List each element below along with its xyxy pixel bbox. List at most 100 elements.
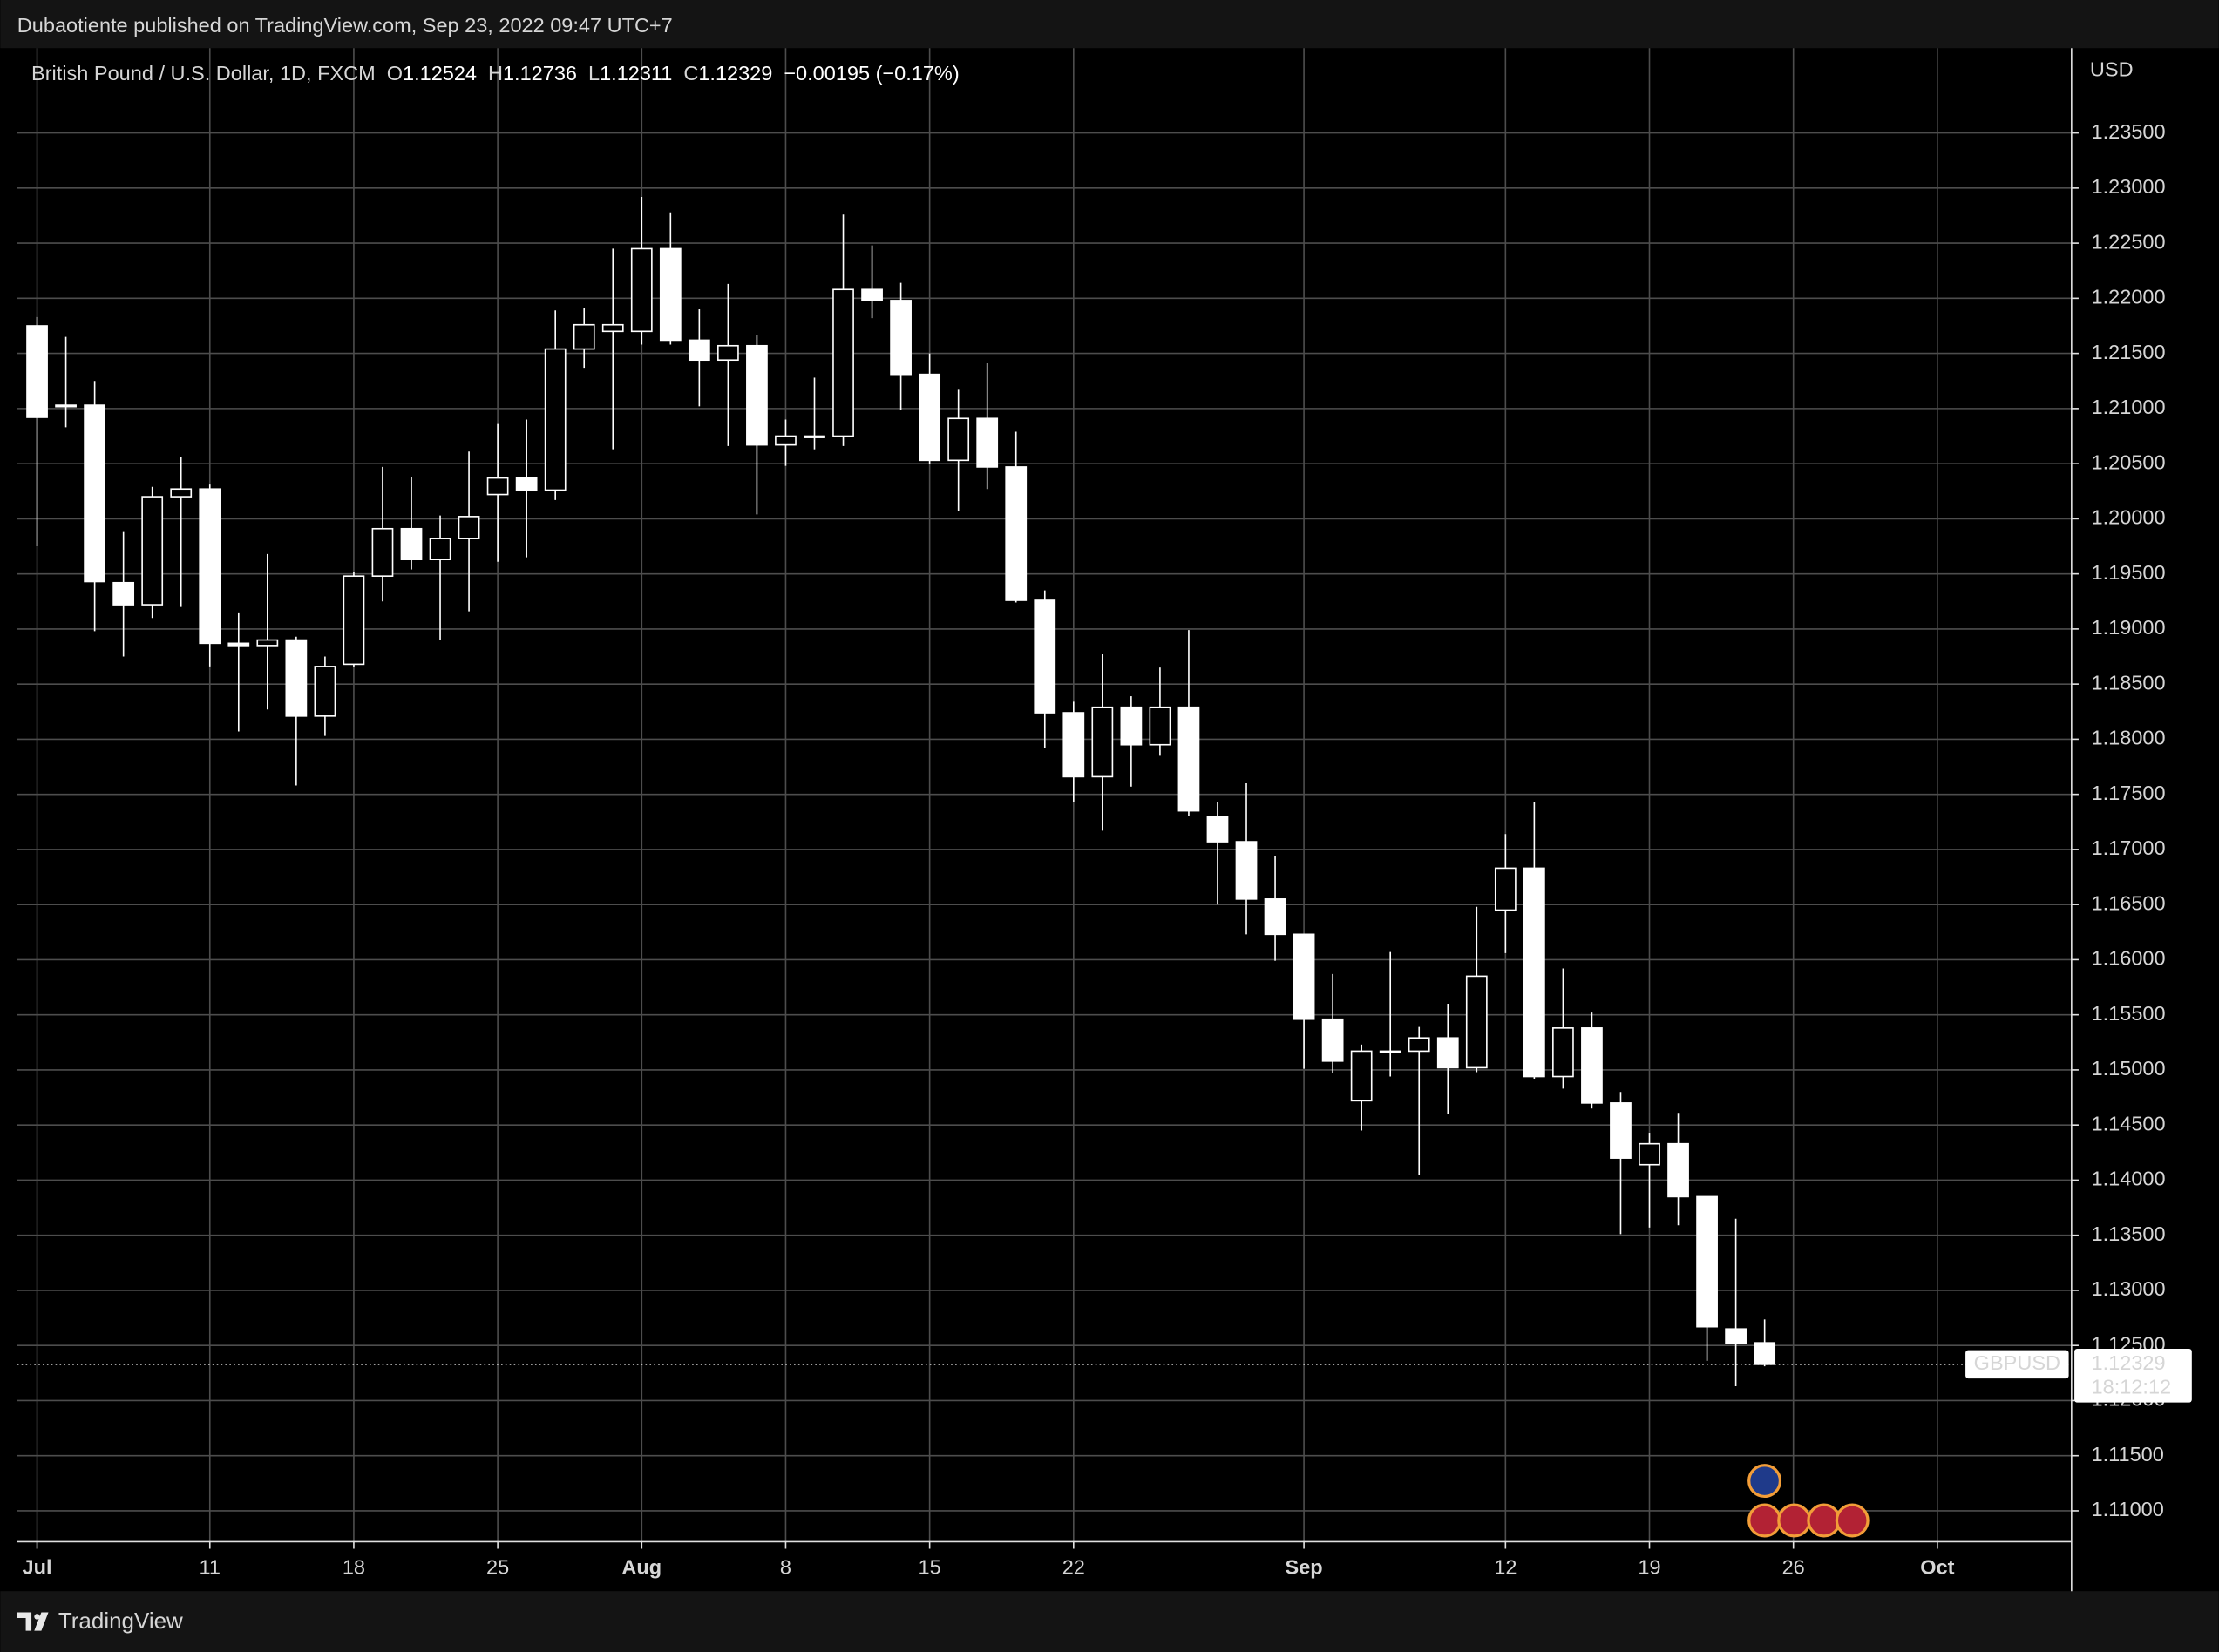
legend-value: 1.12329 — [698, 62, 772, 85]
candle-body — [1235, 841, 1258, 900]
candle-body — [285, 639, 308, 717]
y-tick-label: 1.23000 — [2092, 175, 2166, 198]
legend-value: 1.12311 — [600, 62, 672, 85]
candle-body — [486, 477, 509, 496]
y-tick-label: 1.16500 — [2092, 891, 2166, 914]
currency-label: USD — [2090, 58, 2134, 80]
event-icon[interactable] — [1747, 1464, 1782, 1499]
event-icon[interactable] — [1835, 1503, 1870, 1538]
candle-body — [1062, 712, 1085, 778]
candle-body — [919, 373, 941, 462]
candle-body — [170, 488, 193, 498]
brand-name: TradingView — [58, 1608, 183, 1634]
candle-body — [1436, 1037, 1459, 1069]
candle-body — [1725, 1328, 1747, 1344]
candle-body — [573, 323, 595, 350]
legend-title: British Pound / U.S. Dollar, 1D, FXCM — [31, 62, 376, 85]
legend-label: O — [387, 62, 403, 85]
candle-body — [429, 538, 451, 561]
candle-body — [659, 247, 682, 342]
y-tick-label: 1.18000 — [2092, 727, 2166, 749]
candle-body — [1350, 1050, 1373, 1102]
y-tick-label: 1.17000 — [2092, 836, 2166, 859]
event-icon[interactable] — [1777, 1503, 1812, 1538]
y-tick-label: 1.22500 — [2092, 230, 2166, 253]
candle-body — [112, 581, 135, 606]
footer-bar — [0, 1591, 2219, 1652]
header-bar — [0, 0, 2219, 49]
x-tick-label: 15 — [919, 1555, 941, 1578]
legend-value: 1.12736 — [503, 62, 577, 85]
candle-body — [544, 348, 567, 491]
candle-body — [1465, 975, 1488, 1069]
candle-body — [55, 404, 77, 408]
candle-body — [458, 516, 480, 539]
x-tick-label: 18 — [343, 1555, 365, 1578]
event-icon[interactable] — [1747, 1503, 1782, 1538]
symbol-tag: GBPUSD — [1974, 1351, 2060, 1374]
candle-body — [1552, 1027, 1574, 1078]
candle-body — [314, 666, 336, 717]
x-tick-label: 12 — [1494, 1555, 1517, 1578]
candle-body — [630, 247, 653, 333]
y-tick-label: 1.11500 — [2092, 1443, 2164, 1466]
y-tick-label: 1.15500 — [2092, 1002, 2166, 1025]
x-tick-label: 26 — [1782, 1555, 1805, 1578]
x-tick-label: 11 — [200, 1555, 221, 1578]
candle-body — [1321, 1018, 1344, 1062]
x-tick-label: 25 — [486, 1555, 509, 1578]
candle-body — [1494, 867, 1517, 911]
candle-body — [1034, 599, 1056, 714]
candle-body — [717, 344, 739, 362]
y-tick-label: 1.20500 — [2092, 450, 2166, 473]
candle-body — [1149, 706, 1171, 746]
x-tick-label: 22 — [1062, 1555, 1085, 1578]
candle-body — [1639, 1142, 1660, 1166]
candle-body — [1523, 867, 1545, 1078]
legend-label: H — [488, 62, 503, 85]
candle-body — [515, 477, 538, 491]
x-tick-label: Aug — [621, 1555, 662, 1578]
price-tag: 1.12329 — [2092, 1351, 2166, 1374]
x-tick-label: Jul — [23, 1555, 52, 1578]
candle-body — [256, 639, 279, 647]
candle-body — [1581, 1027, 1603, 1104]
candle-body — [343, 575, 365, 666]
y-tick-label: 1.17500 — [2092, 782, 2166, 804]
y-tick-label: 1.14500 — [2092, 1112, 2166, 1134]
candle-body — [601, 323, 624, 333]
candle-body — [1610, 1102, 1632, 1159]
legend-value: 1.12524 — [403, 62, 477, 85]
candle-body — [890, 300, 912, 376]
y-tick-label: 1.23500 — [2092, 120, 2166, 143]
candle-body — [976, 417, 999, 468]
event-icon[interactable] — [1807, 1503, 1842, 1538]
legend-change: −0.00195 (−0.17%) — [784, 62, 959, 85]
candle-body — [1005, 466, 1028, 601]
y-tick-label: 1.22000 — [2092, 286, 2166, 308]
candle-body — [1667, 1142, 1689, 1198]
candle-body — [804, 435, 825, 438]
logo-dot — [34, 1614, 40, 1620]
candle-body — [746, 344, 768, 446]
candle-body — [861, 288, 883, 301]
publisher-line: Dubaotiente published on TradingView.com… — [17, 14, 673, 37]
x-tick-label: 8 — [780, 1555, 791, 1578]
candle-body — [371, 527, 394, 577]
symbol-tag-box — [1965, 1350, 2069, 1379]
candle-body — [1120, 706, 1143, 746]
y-tick-label: 1.16000 — [2092, 947, 2166, 970]
grid — [17, 48, 2072, 1542]
candle-body — [1206, 816, 1229, 843]
candle-body — [1754, 1342, 1776, 1365]
candle-body — [1264, 898, 1286, 936]
candle-body — [400, 527, 423, 561]
y-tick-label: 1.21000 — [2092, 396, 2166, 418]
y-tick-label: 1.20000 — [2092, 506, 2166, 529]
y-tick-label: 1.14000 — [2092, 1168, 2166, 1190]
candle-body — [1696, 1195, 1718, 1328]
candle-body — [775, 435, 797, 446]
y-tick-label: 1.18500 — [2092, 671, 2166, 694]
